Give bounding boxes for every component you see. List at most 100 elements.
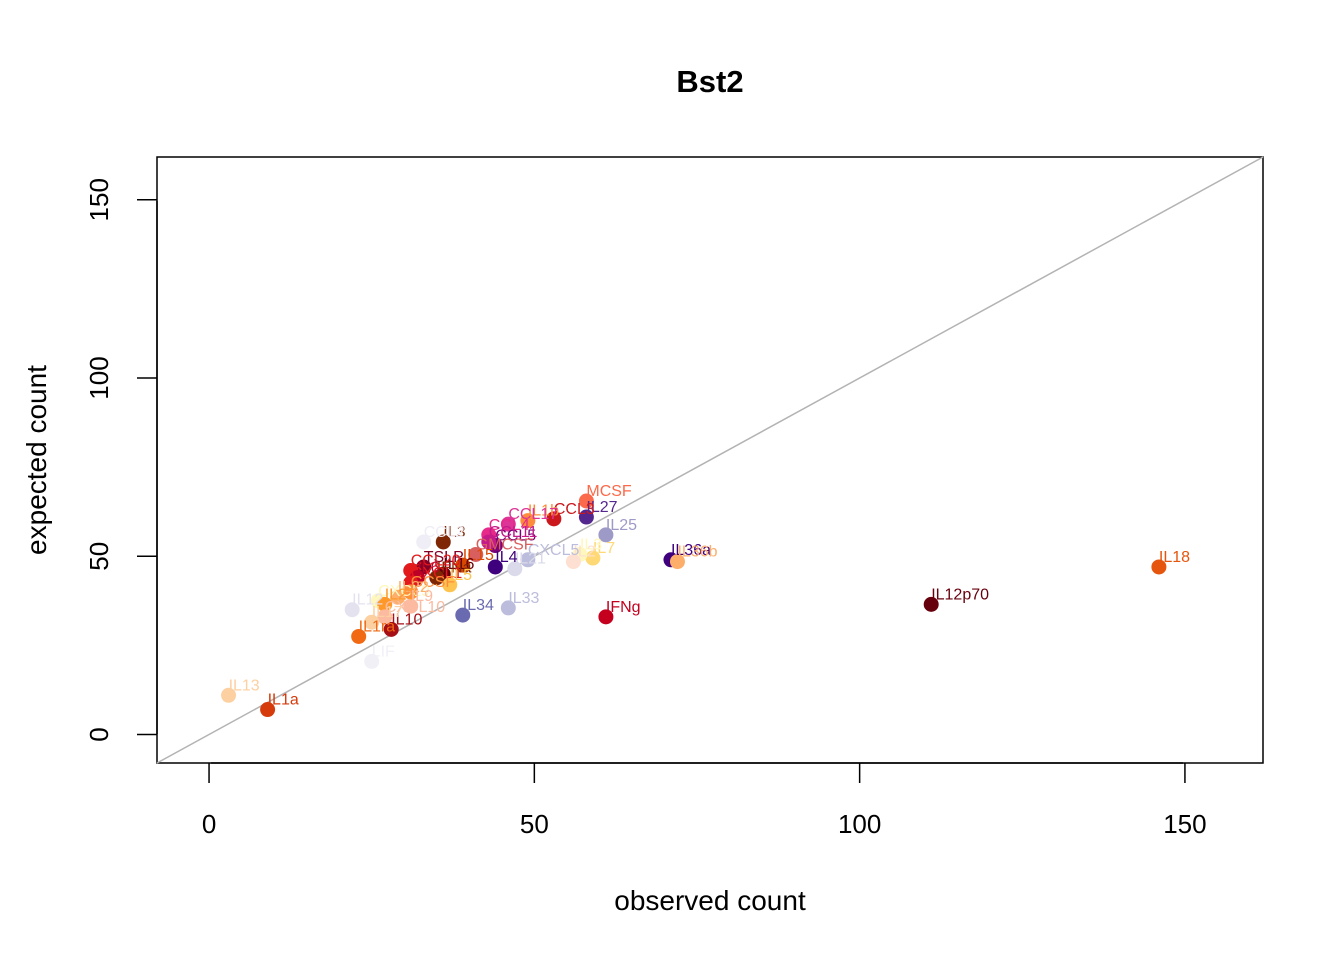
data-point-label: CCL17 [508,506,558,523]
data-point-label: IL33 [508,590,539,607]
x-axis: 0 50 100 150 [202,762,1207,839]
data-point-label: CXCL5 [528,542,580,559]
data-point-label: IL3 [580,536,602,553]
data-point-label: IL9 [411,588,433,605]
data-point-label: IL21 [515,551,546,568]
data-point-label: IL18 [1159,549,1190,566]
data-point [390,589,406,605]
reference-line-layer [156,156,1264,764]
y-tick-label: 100 [84,356,114,399]
data-point [578,493,594,509]
data-point [578,509,594,525]
x-tick-label: 150 [1163,809,1206,839]
data-point [598,609,614,625]
data-point [585,550,601,566]
data-point [403,598,419,614]
data-point [598,527,614,543]
data-point-label: CCL20 [411,553,461,570]
data-point [455,557,471,573]
data-point [344,602,360,618]
data-point [221,687,237,703]
data-point-label: IL16 [443,556,474,573]
data-point [500,600,516,616]
data-point [429,570,445,586]
y-tick-label: 0 [84,727,114,741]
data-point-label: IL13 [229,677,260,694]
data-point-label: IL15 [463,547,494,564]
data-point-label: CXCL10 [385,599,446,616]
data-point-label: IL6 [417,560,439,577]
data-point [377,596,393,612]
data-point [455,607,471,623]
data-point-label: IL17 [372,604,403,621]
data-point-label: IL12 [352,592,383,609]
data-point-label: IL5 [450,567,472,584]
x-axis-label: observed count [614,885,806,916]
data-point-label: IL27 [586,499,617,516]
data-point [351,628,367,644]
data-point [1151,559,1167,575]
data-point-label: IL1b [528,503,559,520]
data-point-label: CCL3 [554,501,595,518]
data-point-label: IL23 [385,586,416,603]
data-point-label: IL10 [391,611,422,628]
data-point [468,546,484,562]
data-point-label: IL1ra [359,618,396,635]
data-point-label: IL7 [593,540,615,557]
data-point-label: IL36a [671,542,711,559]
x-tick-label: 100 [838,809,881,839]
data-point-label: CCL2 [424,524,465,541]
data-point-label: IFNa [437,560,472,577]
reference-line [156,156,1264,764]
data-point [364,653,380,669]
data-point [435,534,451,550]
points-layer [221,493,1167,718]
data-point-label: IL36b [677,544,717,561]
data-point-label: IFNg [606,599,641,616]
x-tick-label: 0 [202,809,216,839]
data-point-label: CXCL1 [411,565,463,582]
data-point [377,609,393,625]
data-point-label: CXCL9 [378,583,430,600]
data-point-label: TSLP [424,549,464,566]
data-point-label: CCL5 [495,528,536,545]
data-point-label: MCSF [586,483,632,500]
data-point-label: IL1a [268,692,299,709]
data-point [507,561,523,577]
data-point [416,534,432,550]
data-point-label: IL4 [495,549,517,566]
data-point [403,584,419,600]
data-point-label: GCSF [411,574,456,591]
y-tick-label: 50 [84,542,114,571]
data-point [442,577,458,593]
data-point [383,621,399,637]
data-point-label: IL12p70 [931,586,989,603]
chart-title: Bst2 [676,64,743,99]
data-point-label: IL3 [443,524,465,541]
data-point [520,513,536,529]
data-point-label: GMCSF [476,536,534,553]
data-point-label: IL25 [606,517,637,534]
data-point [923,596,939,612]
data-point [565,554,581,570]
data-point [364,614,380,630]
data-point [520,552,536,568]
data-point-label: IL22 [398,579,429,596]
data-point [546,511,562,527]
x-tick-label: 50 [520,809,549,839]
data-point-label: LIF [372,643,395,660]
data-point [500,516,516,532]
y-tick-label: 150 [84,178,114,221]
y-axis: 0 50 100 150 [84,178,158,742]
data-point [481,534,497,550]
data-point [669,554,685,570]
data-point-label: IL2 [573,544,595,561]
y-axis-label: expected count [21,365,52,555]
data-point-label: CCL4 [489,517,530,534]
data-point-label: CCL11 [489,524,538,541]
data-point [260,702,276,718]
data-point-label: IL34 [463,597,494,614]
data-point [487,559,503,575]
